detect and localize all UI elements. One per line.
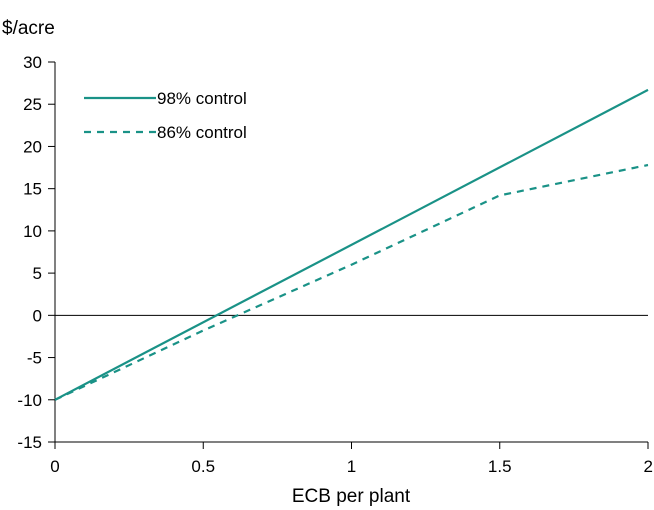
series-line-98-control [54, 88, 649, 401]
x-ticks: 0 0.5 1 1.5 2 [50, 442, 653, 476]
x-tick-label: 0 [50, 457, 59, 476]
y-tick-label: 20 [23, 137, 42, 156]
legend-label-98-control: 98% control [157, 89, 247, 108]
y-tick-label: 5 [33, 264, 42, 283]
y-tick-label: 25 [23, 95, 42, 114]
y-tick-label: -10 [17, 391, 42, 410]
y-tick-label: -15 [17, 433, 42, 452]
y-axis-label: $/acre [2, 18, 55, 39]
y-tick-label: 30 [23, 53, 42, 72]
y-tick-label: 0 [33, 306, 42, 325]
y-tick-label: -5 [27, 349, 42, 368]
x-axis-label: ECB per plant [292, 486, 411, 507]
series-line-86-control [54, 163, 649, 401]
y-tick-label: 15 [23, 180, 42, 199]
x-tick-label: 1.5 [488, 457, 512, 476]
legend: 98% control 86% control [84, 89, 247, 142]
y-ticks: 30 25 20 15 10 5 0 -5 -10 -15 [17, 53, 55, 452]
series-group [54, 88, 649, 401]
x-tick-label: 2 [644, 457, 653, 476]
x-tick-label: 0.5 [191, 457, 215, 476]
y-tick-label: 10 [23, 222, 42, 241]
legend-label-86-control: 86% control [157, 123, 247, 142]
x-tick-label: 1 [347, 457, 356, 476]
